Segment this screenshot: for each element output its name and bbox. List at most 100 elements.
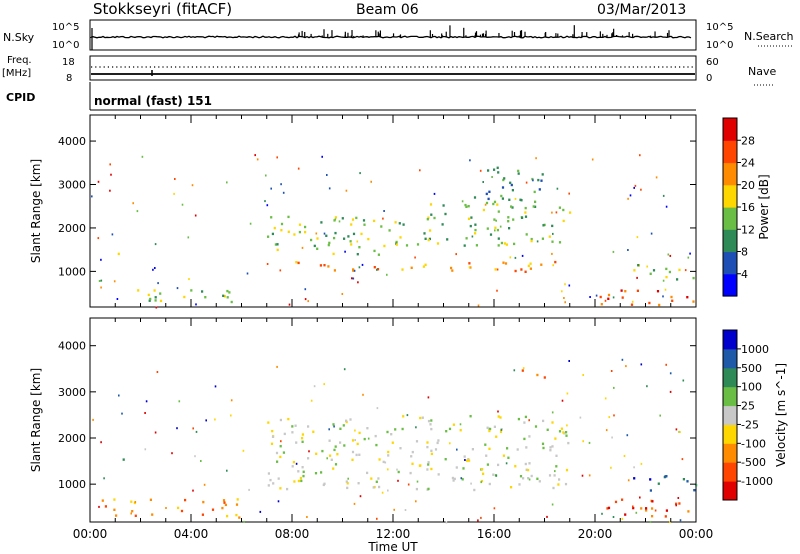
data-cell <box>507 216 510 219</box>
data-cell <box>222 499 226 502</box>
data-cell <box>505 462 508 465</box>
data-cell <box>600 303 603 306</box>
data-cell <box>304 230 307 234</box>
data-cell <box>465 205 468 208</box>
data-cell <box>519 475 523 478</box>
data-cell <box>375 480 378 483</box>
data-cell <box>565 468 569 472</box>
data-cell <box>131 510 134 513</box>
data-cell <box>517 172 520 175</box>
data-cell <box>373 249 376 253</box>
data-cell <box>415 426 417 429</box>
data-cell <box>620 289 623 292</box>
data-cell <box>97 237 100 240</box>
data-cell <box>500 194 503 198</box>
data-cell <box>509 256 512 259</box>
data-cell <box>482 472 485 475</box>
data-cell <box>319 264 322 267</box>
data-cell <box>359 495 362 498</box>
data-cell <box>488 190 491 193</box>
data-cell <box>554 437 557 440</box>
data-cell <box>502 178 505 182</box>
data-cell <box>246 272 249 275</box>
data-cell <box>682 478 685 481</box>
colorbar-swatch <box>723 207 737 230</box>
data-cell <box>445 521 448 524</box>
data-cell <box>291 425 294 428</box>
data-cell <box>226 296 229 299</box>
colorbar-swatch <box>723 386 737 407</box>
y-axis-label: Slant Range [km] <box>29 159 43 263</box>
data-cell <box>235 503 239 506</box>
data-cell <box>323 232 326 235</box>
data-cell <box>548 474 552 477</box>
data-cell <box>355 216 358 220</box>
data-cell <box>524 462 527 466</box>
data-cell <box>551 445 554 448</box>
data-cell <box>422 265 425 268</box>
data-cell <box>541 173 544 176</box>
data-cell <box>540 179 543 182</box>
data-cell <box>320 471 323 474</box>
data-cell <box>636 289 639 292</box>
data-cell <box>298 230 301 234</box>
data-cell <box>248 488 250 491</box>
data-cell <box>446 238 449 241</box>
data-cell <box>510 205 513 208</box>
data-cell <box>100 258 102 261</box>
data-cell <box>654 509 657 512</box>
data-cell <box>525 446 528 449</box>
x-tick-label: 12:00 <box>376 527 411 541</box>
data-cell <box>238 516 241 519</box>
data-cell <box>113 498 116 501</box>
data-cell <box>100 441 102 444</box>
data-cell <box>280 183 282 186</box>
data-cell <box>363 223 366 226</box>
data-cell <box>611 436 613 439</box>
data-cell <box>639 154 641 157</box>
data-cell <box>459 423 462 426</box>
data-cell <box>537 178 540 182</box>
data-cell <box>149 297 152 301</box>
data-cell <box>503 242 506 245</box>
data-cell <box>568 360 570 362</box>
data-cell <box>495 474 498 477</box>
nave-top-tick: 60 <box>706 57 719 68</box>
data-cell <box>316 237 319 240</box>
data-cell <box>474 223 477 226</box>
data-cell <box>499 225 502 228</box>
data-cell <box>468 262 471 265</box>
data-cell <box>383 210 385 212</box>
data-cell <box>154 431 157 434</box>
data-cell <box>497 237 500 240</box>
data-cell <box>529 262 532 265</box>
data-cell <box>144 448 147 451</box>
data-cell <box>604 397 607 400</box>
data-cell <box>399 447 402 450</box>
x-tick-label: 00:00 <box>679 527 714 541</box>
data-cell <box>525 233 528 236</box>
data-cell <box>645 509 648 512</box>
data-cell <box>411 462 414 465</box>
data-cell <box>397 479 399 482</box>
data-cell <box>352 268 355 271</box>
data-cell <box>351 439 355 442</box>
data-cell <box>514 197 517 200</box>
data-cell <box>494 229 496 232</box>
data-cell <box>117 252 120 256</box>
data-cell <box>322 483 325 487</box>
data-cell <box>130 500 133 503</box>
data-cell <box>366 427 369 430</box>
data-cell <box>506 447 509 450</box>
data-cell <box>630 303 634 306</box>
data-cell <box>307 425 310 428</box>
data-cell <box>634 184 637 187</box>
data-cell <box>351 450 355 454</box>
data-cell <box>606 507 609 510</box>
data-cell <box>427 396 430 399</box>
colorbar-tick-label: -500 <box>741 456 766 469</box>
data-cell <box>514 256 517 259</box>
data-cell <box>350 243 353 246</box>
data-cell <box>321 449 324 453</box>
data-cell <box>426 441 429 444</box>
